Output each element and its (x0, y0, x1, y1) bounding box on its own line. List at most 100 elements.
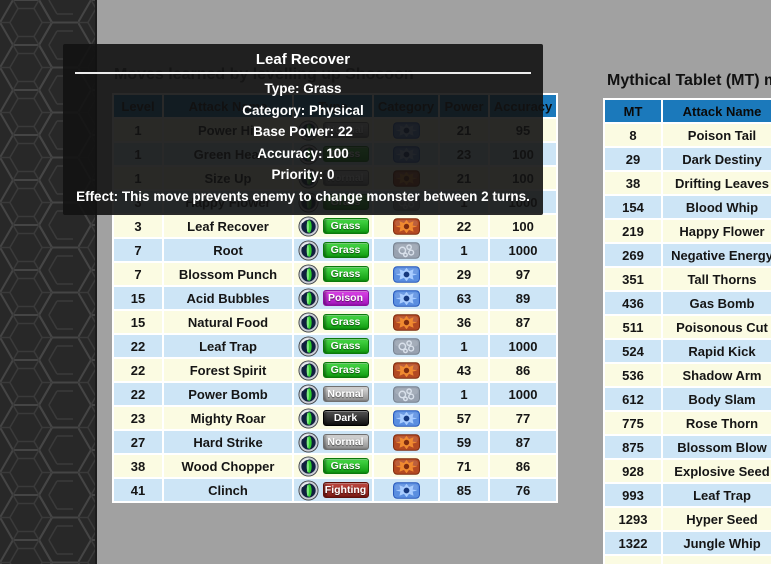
mt-row[interactable]: 8 Poison Tail (605, 124, 771, 146)
mt-row[interactable]: 993 Leaf Trap (605, 484, 771, 506)
mt-move-name[interactable]: Blossom Blow (663, 436, 771, 458)
mt-number: 775 (605, 412, 661, 434)
mt-move-name[interactable]: Tall Thorns (663, 268, 771, 290)
move-row[interactable]: 27 Hard Strike Normal 59 87 (114, 431, 556, 453)
mt-move-name[interactable]: Poison Tail (663, 124, 771, 146)
mt-number: 351 (605, 268, 661, 290)
move-type: Grass (294, 215, 372, 237)
type-badge: Poison (322, 290, 369, 306)
move-type: Grass (294, 311, 372, 333)
mt-move-name[interactable]: Jungle Whip (663, 532, 771, 554)
type-badge: Grass (322, 314, 369, 330)
type-badge: Normal (322, 434, 369, 450)
mt-row[interactable]: 875 Blossom Blow (605, 436, 771, 458)
mt-number: 154 (605, 196, 661, 218)
mt-move-name[interactable]: Explosive Seed (663, 460, 771, 482)
move-name[interactable]: Mighty Roar (164, 407, 292, 429)
move-row[interactable]: 22 Forest Spirit Grass 43 86 (114, 359, 556, 381)
move-name[interactable]: Blossom Punch (164, 263, 292, 285)
mt-move-name[interactable]: Blood Whip (663, 196, 771, 218)
mt-move-name[interactable]: Happy Flower (663, 220, 771, 242)
move-row[interactable]: 38 Wood Chopper Grass 71 86 (114, 455, 556, 477)
mt-row[interactable]: 928 Explosive Seed (605, 460, 771, 482)
move-power: 1 (440, 239, 488, 261)
move-type: Grass (294, 455, 372, 477)
move-name[interactable]: Wood Chopper (164, 455, 292, 477)
mt-move-name[interactable]: Hyper Seed (663, 508, 771, 530)
move-row[interactable]: 15 Natural Food Grass 36 87 (114, 311, 556, 333)
mt-move-name[interactable]: Body Slam (663, 388, 771, 410)
mt-move-name[interactable]: Leaf Trap (663, 484, 771, 506)
mt-move-name[interactable] (663, 556, 771, 564)
mt-move-name[interactable]: Negative Energy (663, 244, 771, 266)
tooltip-stat-line: Base Power: 22 (253, 124, 353, 139)
mt-row[interactable]: 775 Rose Thorn (605, 412, 771, 434)
mt-row[interactable]: 351 Tall Thorns (605, 268, 771, 290)
mt-row[interactable]: 154 Blood Whip (605, 196, 771, 218)
move-level: 22 (114, 335, 162, 357)
move-name[interactable]: Leaf Trap (164, 335, 292, 357)
tooltip-stat-line: Type: Grass (264, 81, 342, 96)
move-category (374, 359, 438, 381)
move-name[interactable]: Power Bomb (164, 383, 292, 405)
mt-number: 524 (605, 340, 661, 362)
tooltip-stat-line: Priority: 0 (271, 167, 335, 182)
column-header: MT (605, 100, 661, 122)
mt-number: 612 (605, 388, 661, 410)
move-row[interactable]: 7 Root Grass 1 1000 (114, 239, 556, 261)
category-icon-status (392, 337, 420, 355)
mt-row[interactable]: 436 Gas Bomb (605, 292, 771, 314)
mt-row[interactable]: 1322 Jungle Whip (605, 532, 771, 554)
move-row[interactable]: 7 Blossom Punch Grass 29 97 (114, 263, 556, 285)
category-icon-physical (392, 313, 420, 331)
move-level: 41 (114, 479, 162, 501)
mt-row[interactable]: 38 Drifting Leaves (605, 172, 771, 194)
move-row[interactable]: 41 Clinch Fighting 85 76 (114, 479, 556, 501)
type-ball-icon (297, 407, 319, 429)
mt-move-name[interactable]: Shadow Arm (663, 364, 771, 386)
move-type: Grass (294, 335, 372, 357)
move-category (374, 335, 438, 357)
type-ball-icon (297, 383, 319, 405)
move-power: 22 (440, 215, 488, 237)
move-power: 59 (440, 431, 488, 453)
move-name[interactable]: Forest Spirit (164, 359, 292, 381)
move-name[interactable]: Clinch (164, 479, 292, 501)
mt-row[interactable]: 612 Body Slam (605, 388, 771, 410)
mt-row[interactable]: 269 Negative Energy (605, 244, 771, 266)
mt-row[interactable]: 219 Happy Flower (605, 220, 771, 242)
mt-move-name[interactable]: Dark Destiny (663, 148, 771, 170)
mt-number: 993 (605, 484, 661, 506)
move-power: 1 (440, 335, 488, 357)
mt-row[interactable]: 524 Rapid Kick (605, 340, 771, 362)
move-name[interactable]: Leaf Recover (164, 215, 292, 237)
move-category (374, 311, 438, 333)
mt-move-name[interactable]: Gas Bomb (663, 292, 771, 314)
mt-row[interactable]: 536 Shadow Arm (605, 364, 771, 386)
move-row[interactable]: 23 Mighty Roar Dark 57 77 (114, 407, 556, 429)
move-category (374, 383, 438, 405)
move-category (374, 263, 438, 285)
type-ball-icon (297, 215, 319, 237)
category-icon-status (392, 241, 420, 259)
mt-table: MT Attack Name 8 Poison Tail 29 Dark Destiny 3… (603, 98, 771, 564)
mt-row[interactable] (605, 556, 771, 564)
mt-move-name[interactable]: Poisonous Cut (663, 316, 771, 338)
mt-row[interactable]: 511 Poisonous Cut (605, 316, 771, 338)
move-power: 85 (440, 479, 488, 501)
mt-move-name[interactable]: Rose Thorn (663, 412, 771, 434)
mt-row[interactable]: 1293 Hyper Seed (605, 508, 771, 530)
move-name[interactable]: Acid Bubbles (164, 287, 292, 309)
move-name[interactable]: Root (164, 239, 292, 261)
mt-move-name[interactable]: Rapid Kick (663, 340, 771, 362)
move-row[interactable]: 22 Leaf Trap Grass 1 1000 (114, 335, 556, 357)
move-name[interactable]: Hard Strike (164, 431, 292, 453)
move-row[interactable]: 15 Acid Bubbles Poison 63 89 (114, 287, 556, 309)
type-badge: Normal (322, 386, 369, 402)
move-name[interactable]: Natural Food (164, 311, 292, 333)
move-row[interactable]: 22 Power Bomb Normal 1 1000 (114, 383, 556, 405)
mt-row[interactable]: 29 Dark Destiny (605, 148, 771, 170)
mt-move-name[interactable]: Drifting Leaves (663, 172, 771, 194)
move-row[interactable]: 3 Leaf Recover Grass 22 100 (114, 215, 556, 237)
